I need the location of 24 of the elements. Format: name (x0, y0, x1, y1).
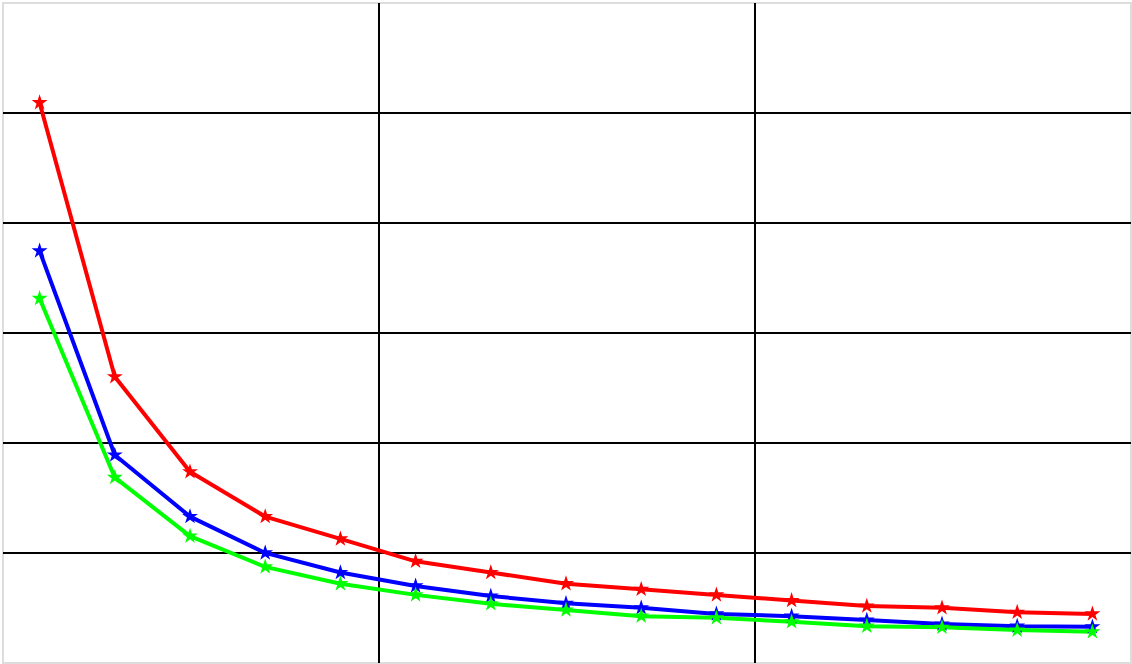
point (31, 242, 48, 258)
point (31, 94, 48, 110)
point (934, 599, 950, 615)
point (783, 613, 800, 629)
point (708, 586, 725, 602)
point (633, 580, 650, 597)
point (106, 446, 123, 462)
point (31, 290, 48, 306)
point (1084, 605, 1101, 621)
point (407, 586, 424, 602)
point (558, 601, 574, 617)
point (257, 544, 274, 560)
point (858, 617, 875, 633)
point (858, 597, 875, 613)
point (182, 463, 198, 479)
point (257, 508, 274, 524)
point (1009, 603, 1026, 619)
point (633, 607, 650, 623)
point (106, 469, 123, 485)
point (1084, 623, 1101, 639)
point (182, 508, 198, 524)
point (182, 527, 198, 543)
point (106, 368, 123, 384)
point (633, 599, 650, 615)
